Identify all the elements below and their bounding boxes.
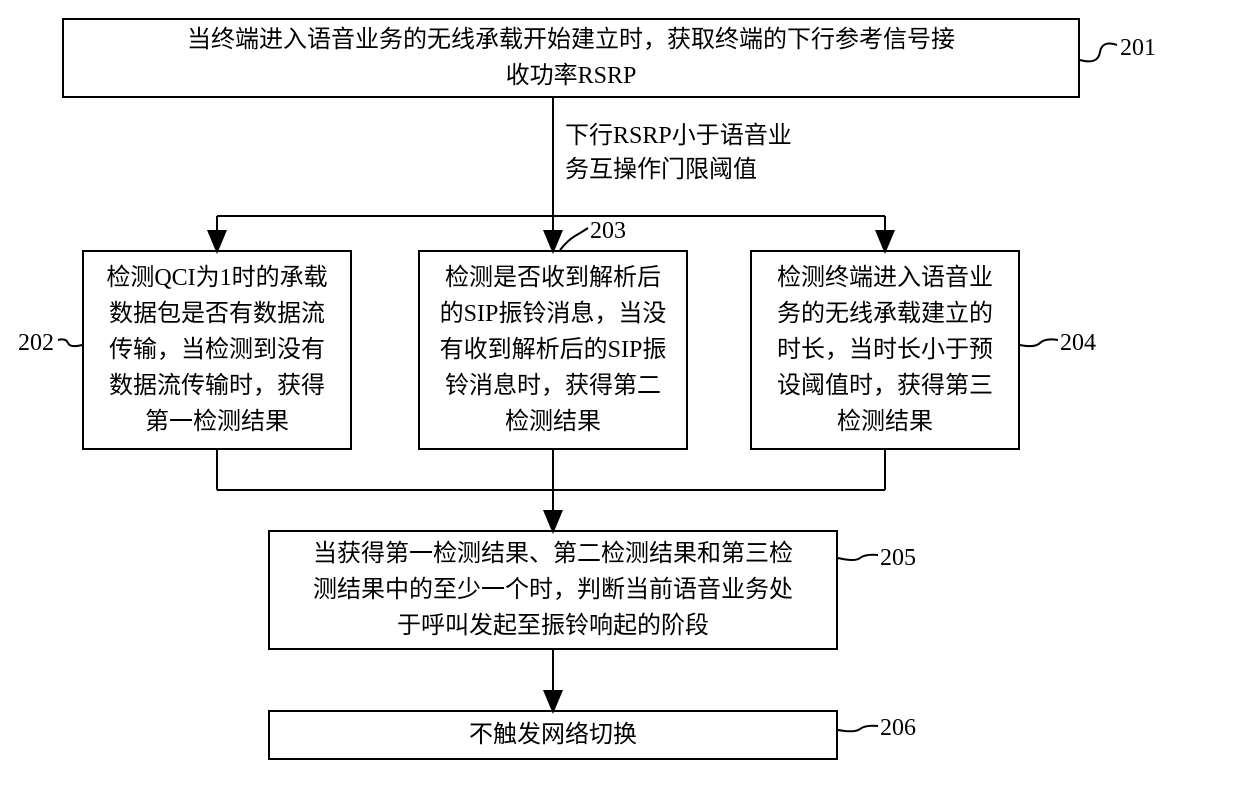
flowchart-node-202: 检测QCI为1时的承载 数据包是否有数据流 传输，当检测到没有 数据流传输时，获… [82,250,352,450]
flowchart-node-204: 检测终端进入语音业 务的无线承载建立的 时长，当时长小于预 设阈值时，获得第三 … [750,250,1020,450]
step-label-202: 202 [18,330,54,357]
flowchart-node-205: 当获得第一检测结果、第二检测结果和第三检 测结果中的至少一个时，判断当前语音业务… [268,530,838,650]
step-label-206: 206 [880,715,916,742]
step-label-205: 205 [880,545,916,572]
node-201-text: 当终端进入语音业务的无线承载开始建立时，获取终端的下行参考信号接 收功率RSRP [187,22,955,94]
node-206-text: 不触发网络切换 [469,717,637,753]
node-202-text: 检测QCI为1时的承载 数据包是否有数据流 传输，当检测到没有 数据流传输时，获… [106,260,327,440]
flowchart-node-203: 检测是否收到解析后 的SIP振铃消息，当没 有收到解析后的SIP振 铃消息时，获… [418,250,688,450]
edge-condition-label: 下行RSRP小于语音业 务互操作门限阈值 [565,120,792,187]
step-label-204: 204 [1060,330,1096,357]
node-205-text: 当获得第一检测结果、第二检测结果和第三检 测结果中的至少一个时，判断当前语音业务… [313,536,793,644]
node-204-text: 检测终端进入语音业 务的无线承载建立的 时长，当时长小于预 设阈值时，获得第三 … [777,260,993,440]
flowchart-node-206: 不触发网络切换 [268,710,838,760]
node-203-text: 检测是否收到解析后 的SIP振铃消息，当没 有收到解析后的SIP振 铃消息时，获… [440,260,667,440]
step-label-201: 201 [1120,35,1156,62]
flowchart-node-201: 当终端进入语音业务的无线承载开始建立时，获取终端的下行参考信号接 收功率RSRP [62,18,1080,98]
step-label-203: 203 [590,218,626,245]
